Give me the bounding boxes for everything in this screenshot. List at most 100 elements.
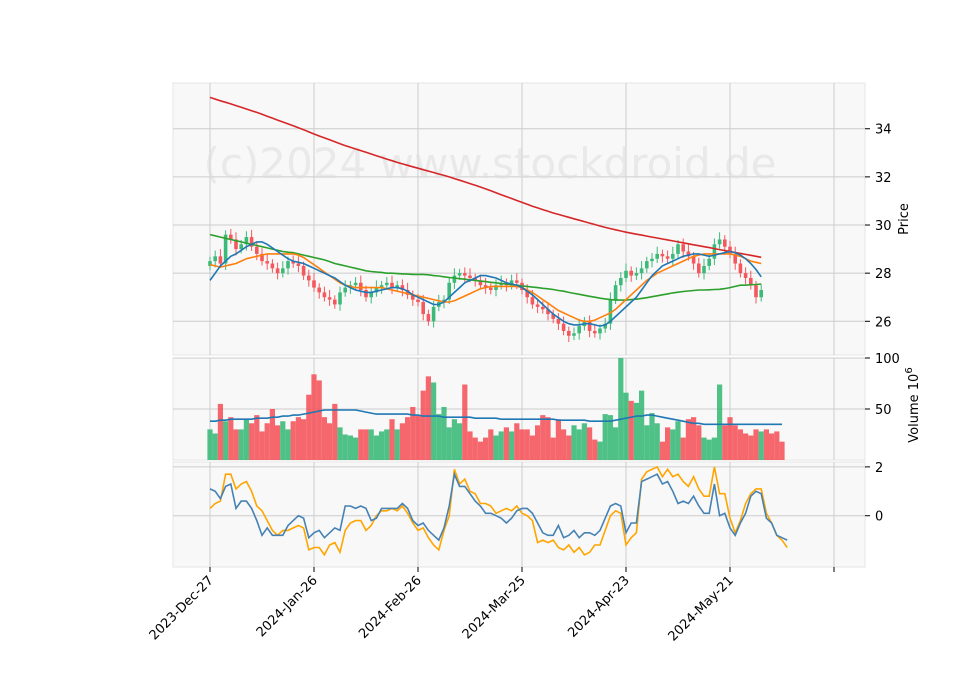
volume-bar	[654, 423, 660, 460]
volume-bar	[342, 434, 348, 460]
volume-bar	[483, 437, 489, 460]
volume-y-tick-label: 50	[875, 403, 892, 418]
volume-bar	[207, 429, 213, 460]
volume-bar	[228, 417, 234, 460]
volume-bar	[535, 425, 541, 460]
candle-body	[593, 330, 597, 334]
sma-long-line	[209, 233, 762, 301]
volume-bar	[249, 423, 255, 460]
volume-bar	[223, 421, 229, 460]
candle-body	[535, 304, 540, 307]
candle-body	[551, 314, 555, 319]
volume-bar	[399, 423, 405, 460]
volume-bar	[587, 427, 593, 460]
candle-body	[463, 273, 467, 276]
candle-body	[379, 285, 384, 288]
volume-bar	[467, 431, 473, 460]
volume-bar	[384, 429, 390, 460]
candle-body	[676, 244, 680, 254]
volume-bar	[607, 415, 613, 460]
volume-y-tick-label: 100	[875, 352, 900, 367]
volume-bar	[498, 431, 504, 460]
volume-bar	[727, 417, 733, 460]
candle-body	[317, 287, 321, 293]
volume-bar	[561, 429, 567, 460]
volume-bar	[743, 433, 749, 460]
candle-body	[567, 330, 571, 336]
volume-bar	[545, 417, 551, 460]
candle-body	[411, 294, 415, 300]
volume-bar	[353, 437, 359, 460]
volume-bar	[779, 441, 785, 460]
volume-bar	[748, 435, 754, 460]
volume-bar	[519, 429, 525, 460]
candle-body	[431, 306, 436, 322]
candle-body	[369, 292, 373, 298]
candle-body	[249, 237, 254, 247]
volume-bar	[717, 384, 723, 460]
candle-body	[260, 253, 264, 262]
volume-bar	[472, 437, 478, 460]
candle-body	[509, 280, 514, 286]
volume-bar	[665, 427, 671, 460]
volume-bar	[540, 415, 546, 460]
volume-bar	[311, 374, 317, 460]
volume-bar	[623, 392, 629, 460]
volume-bar	[722, 425, 728, 460]
volume-bar	[212, 433, 218, 460]
candle-body	[686, 251, 691, 257]
volume-bar	[706, 439, 712, 460]
candle-body	[754, 285, 758, 298]
volume-bar	[327, 423, 333, 460]
volume-bar	[254, 415, 260, 460]
candle-body	[327, 297, 332, 300]
candle-body	[572, 333, 576, 336]
volume-bar	[633, 402, 639, 460]
volume-bar	[649, 413, 655, 460]
volume-bar	[602, 414, 608, 460]
oscillator-panel-background	[172, 461, 866, 568]
volume-bar	[732, 425, 738, 460]
volume-bar	[509, 431, 515, 460]
candle-body	[645, 261, 649, 269]
volume-bar	[618, 358, 624, 460]
volume-bar	[566, 435, 572, 460]
sma-mid-line	[209, 253, 762, 323]
candle-body	[473, 277, 477, 281]
candle-body	[697, 263, 701, 274]
volume-bar	[275, 425, 281, 460]
candle-body	[457, 273, 462, 276]
volume-bar	[446, 427, 452, 460]
candle-body	[405, 290, 410, 295]
candle-body	[452, 275, 457, 283]
volume-bar	[529, 435, 535, 460]
volume-bar	[659, 441, 665, 460]
volume-axis-title: Volume 106	[904, 367, 922, 442]
volume-bar	[477, 441, 483, 460]
volume-bar	[493, 435, 499, 460]
candle-body	[587, 321, 592, 331]
candle-body	[619, 277, 623, 286]
candle-body	[416, 299, 420, 303]
candle-body	[244, 237, 249, 245]
sma-short-line	[209, 241, 762, 327]
volume-bar	[285, 429, 291, 460]
volume-bar	[753, 429, 759, 460]
x-tick-label: 2024-Jan-26	[254, 573, 321, 640]
volume-axis-title-main: Volume 10	[907, 374, 922, 443]
candle-body	[707, 258, 711, 266]
candle-body	[223, 234, 228, 264]
volume-bar	[462, 384, 468, 460]
candle-body	[400, 285, 405, 291]
candle-body	[577, 326, 581, 334]
osc-y-tick-label: 2	[875, 461, 883, 476]
candle-body	[743, 273, 748, 278]
candle-body	[395, 285, 399, 288]
candle-body	[712, 244, 717, 259]
candle-body	[749, 277, 753, 286]
volume-bar	[685, 419, 691, 460]
volume-bar	[488, 429, 494, 460]
candle-body	[738, 263, 743, 274]
candle-body	[291, 261, 295, 264]
volume-bar	[639, 390, 645, 460]
